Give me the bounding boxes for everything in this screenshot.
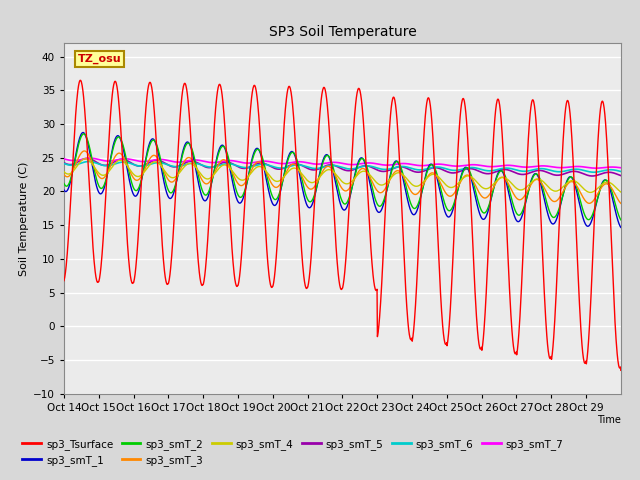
- sp3_smT_6: [60, 161, 68, 167]
- sp3_smT_2: [148, 139, 156, 144]
- Line: sp3_smT_5: sp3_smT_5: [64, 158, 621, 176]
- sp3_smT_3: [556, 195, 563, 201]
- sp3_smT_3: [617, 201, 625, 206]
- sp3_smT_1: [610, 202, 618, 207]
- sp3_smT_7: [617, 165, 625, 171]
- sp3_smT_2: [556, 204, 563, 210]
- sp3_smT_2: [80, 131, 88, 137]
- sp3_smT_4: [317, 172, 325, 178]
- sp3_smT_1: [617, 225, 625, 230]
- sp3_smT_3: [610, 189, 618, 195]
- sp3_smT_3: [81, 148, 88, 154]
- sp3_smT_7: [592, 165, 600, 171]
- sp3_Tsurface: [77, 77, 84, 83]
- sp3_smT_5: [617, 173, 625, 179]
- Line: sp3_smT_6: sp3_smT_6: [64, 161, 621, 172]
- sp3_smT_6: [590, 169, 598, 175]
- sp3_smT_5: [611, 170, 618, 176]
- sp3_smT_7: [328, 159, 336, 165]
- Line: sp3_Tsurface: sp3_Tsurface: [64, 80, 621, 370]
- sp3_smT_4: [81, 156, 89, 162]
- sp3_smT_3: [60, 172, 68, 178]
- Line: sp3_smT_2: sp3_smT_2: [64, 134, 621, 220]
- sp3_smT_4: [586, 190, 594, 195]
- sp3_smT_2: [617, 217, 625, 223]
- sp3_smT_4: [617, 189, 625, 195]
- sp3_smT_7: [60, 156, 68, 162]
- sp3_smT_1: [328, 164, 336, 169]
- sp3_smT_7: [86, 156, 94, 161]
- Line: sp3_smT_7: sp3_smT_7: [64, 158, 621, 168]
- sp3_smT_6: [617, 168, 625, 174]
- sp3_smT_4: [60, 169, 68, 175]
- sp3_smT_2: [610, 196, 618, 202]
- sp3_smT_2: [317, 164, 325, 170]
- sp3_smT_6: [148, 161, 156, 167]
- sp3_smT_7: [317, 161, 325, 167]
- sp3_smT_7: [611, 164, 618, 170]
- sp3_smT_5: [83, 156, 91, 161]
- Line: sp3_smT_3: sp3_smT_3: [64, 151, 621, 204]
- sp3_smT_1: [79, 130, 87, 135]
- Y-axis label: Soil Temperature (C): Soil Temperature (C): [19, 161, 29, 276]
- sp3_smT_7: [148, 157, 156, 163]
- sp3_smT_3: [474, 187, 482, 193]
- sp3_smT_2: [328, 161, 336, 167]
- sp3_smT_4: [328, 168, 336, 174]
- sp3_smT_2: [474, 197, 482, 203]
- sp3_smT_1: [148, 137, 156, 143]
- Text: TZ_osu: TZ_osu: [78, 54, 122, 64]
- Line: sp3_smT_4: sp3_smT_4: [64, 159, 621, 192]
- sp3_smT_6: [317, 165, 325, 170]
- Line: sp3_smT_1: sp3_smT_1: [64, 132, 621, 228]
- sp3_smT_6: [611, 167, 618, 173]
- sp3_smT_6: [474, 166, 482, 171]
- sp3_smT_5: [317, 165, 325, 170]
- sp3_smT_4: [611, 183, 618, 189]
- sp3_smT_3: [317, 170, 325, 176]
- sp3_smT_6: [556, 169, 563, 175]
- Text: Time: Time: [597, 415, 621, 425]
- sp3_smT_3: [328, 167, 336, 172]
- sp3_Tsurface: [328, 175, 336, 180]
- sp3_Tsurface: [610, 298, 618, 303]
- sp3_smT_7: [556, 165, 563, 170]
- Legend: sp3_Tsurface, sp3_smT_1, sp3_smT_2, sp3_smT_3, sp3_smT_4, sp3_smT_5, sp3_smT_6, : sp3_Tsurface, sp3_smT_1, sp3_smT_2, sp3_…: [18, 434, 568, 470]
- sp3_smT_4: [474, 180, 482, 186]
- sp3_smT_5: [60, 160, 68, 166]
- sp3_smT_4: [148, 160, 156, 166]
- sp3_smT_5: [588, 173, 596, 179]
- sp3_Tsurface: [617, 367, 625, 373]
- Title: SP3 Soil Temperature: SP3 Soil Temperature: [269, 25, 416, 39]
- sp3_smT_6: [85, 158, 93, 164]
- sp3_Tsurface: [474, 332, 482, 337]
- sp3_smT_3: [148, 154, 156, 159]
- sp3_Tsurface: [148, 83, 156, 89]
- sp3_smT_5: [148, 158, 156, 164]
- sp3_Tsurface: [317, 94, 325, 100]
- sp3_smT_4: [556, 187, 563, 192]
- sp3_Tsurface: [60, 278, 68, 284]
- sp3_smT_1: [60, 187, 68, 193]
- sp3_Tsurface: [556, 214, 563, 219]
- sp3_smT_6: [328, 162, 336, 168]
- sp3_smT_1: [556, 206, 563, 212]
- sp3_smT_2: [60, 180, 68, 186]
- sp3_smT_5: [474, 168, 482, 174]
- sp3_smT_1: [317, 162, 325, 168]
- sp3_smT_7: [474, 162, 482, 168]
- sp3_smT_5: [556, 172, 563, 178]
- sp3_smT_5: [328, 162, 336, 168]
- sp3_smT_1: [474, 205, 482, 211]
